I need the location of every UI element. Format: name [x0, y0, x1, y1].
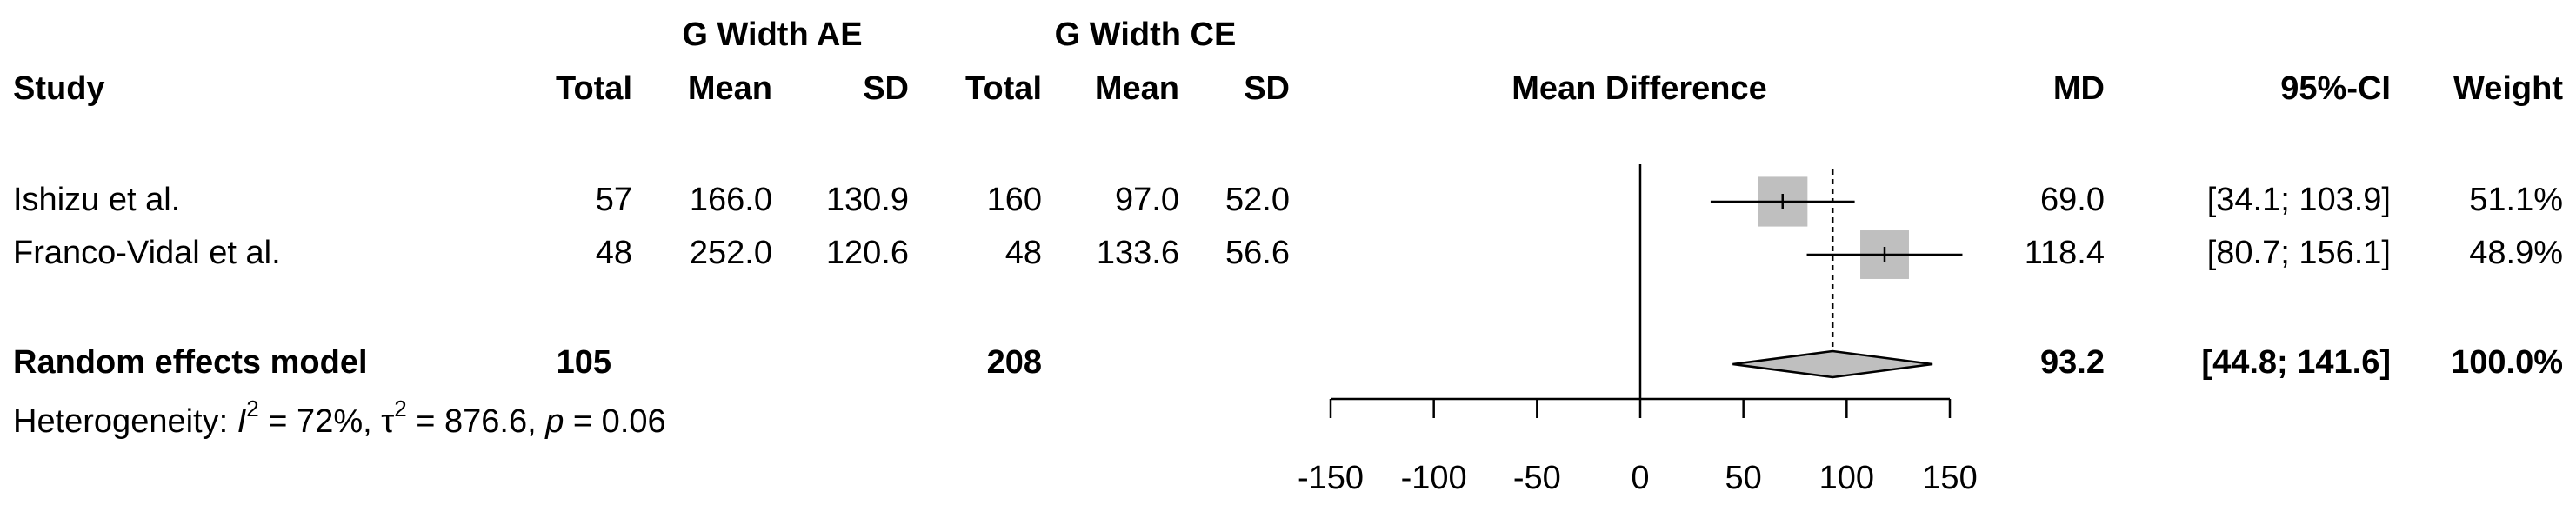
- weight-label: 48.9%: [2469, 235, 2563, 271]
- ci-label: [80.7; 156.1]: [2207, 235, 2391, 271]
- table-cell: 166.0: [690, 182, 772, 218]
- pooled-diamond: [1732, 349, 1933, 379]
- group-header: G Width CE: [1055, 17, 1237, 53]
- column-header: Total: [556, 70, 632, 107]
- x-tick-label: -100: [1401, 460, 1467, 496]
- ci-header: 95%-CI: [2280, 70, 2391, 107]
- heterogeneity-part: = 876.6,: [407, 403, 546, 440]
- study-name: Ishizu et al.: [13, 182, 180, 218]
- table-cell: 252.0: [690, 235, 772, 271]
- column-header: SD: [1244, 70, 1290, 107]
- table-cell: 160: [987, 182, 1042, 218]
- table-cell: 52.0: [1225, 182, 1290, 218]
- table-cell: 130.9: [826, 182, 909, 218]
- study-header: Study: [13, 70, 105, 107]
- table-cell: 48: [1005, 235, 1042, 271]
- md-label: 118.4: [2025, 235, 2105, 271]
- heterogeneity-part: 2: [246, 395, 258, 422]
- heterogeneity: Heterogeneity: I2 = 72%, τ2 = 876.6, p =…: [13, 395, 666, 440]
- heterogeneity-part: I: [237, 403, 247, 440]
- column-header: Total: [965, 70, 1042, 107]
- column-header: Mean: [688, 70, 772, 107]
- group-header: G Width AE: [682, 17, 862, 53]
- table-cell: 133.6: [1097, 235, 1179, 271]
- table-cell: 57: [596, 182, 632, 218]
- pooled-total: 105: [557, 344, 611, 381]
- x-tick-label: 150: [1922, 460, 1977, 496]
- ci-label: [44.8; 141.6]: [2201, 344, 2391, 381]
- heterogeneity-part: τ: [381, 403, 394, 440]
- plot-header: Mean Difference: [1512, 70, 1767, 107]
- ci-label: [34.1; 103.9]: [2207, 182, 2391, 218]
- pooled-total: 208: [987, 344, 1042, 381]
- x-tick-label: 100: [1819, 460, 1874, 496]
- md-label: 93.2: [2040, 344, 2105, 381]
- heterogeneity-part: p: [544, 403, 564, 440]
- md-label: 69.0: [2040, 182, 2105, 218]
- x-tick-label: 50: [1725, 460, 1762, 496]
- heterogeneity-part: 2: [394, 395, 406, 422]
- pooled-name: Random effects model: [13, 344, 368, 381]
- heterogeneity-part: = 72%,: [259, 403, 381, 440]
- heterogeneity-part: = 0.06: [564, 403, 665, 440]
- x-tick-label: -150: [1298, 460, 1364, 496]
- weight-label: 100.0%: [2451, 344, 2563, 381]
- table-cell: 120.6: [826, 235, 909, 271]
- table-cell: 97.0: [1115, 182, 1179, 218]
- table-cell: 56.6: [1225, 235, 1290, 271]
- column-header: Mean: [1095, 70, 1179, 107]
- md-header: MD: [2053, 70, 2105, 107]
- column-header: SD: [863, 70, 909, 107]
- weight-label: 51.1%: [2469, 182, 2563, 218]
- heterogeneity-part: Heterogeneity:: [13, 403, 237, 440]
- x-tick-label: -50: [1513, 460, 1561, 496]
- table-cell: 48: [596, 235, 632, 271]
- x-tick-label: 0: [1631, 460, 1649, 496]
- weight-header: Weight: [2453, 70, 2563, 107]
- study-name: Franco-Vidal et al.: [13, 235, 281, 271]
